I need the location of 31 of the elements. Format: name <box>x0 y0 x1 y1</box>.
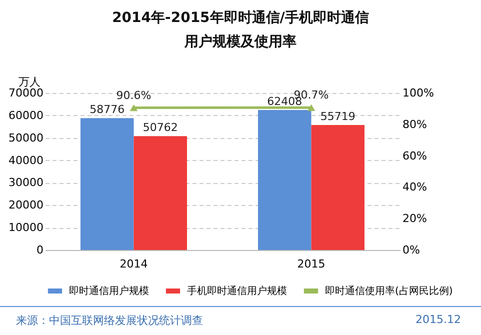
data-label: 55719 <box>320 110 356 124</box>
source-note: 来源：中国互联网络发展状况统计调查 <box>16 313 203 328</box>
y-tick-label: 30000 <box>8 176 44 190</box>
bar <box>134 136 187 250</box>
y-tick-label: 50000 <box>8 131 44 144</box>
y-tick-label: 20000 <box>8 198 44 212</box>
chart-title: 2014年-2015年即时通信/手机即时通信用户规模及使用率 <box>111 9 370 52</box>
x-tick-label: 2015 <box>297 258 326 270</box>
y-tick-label: 70000 <box>8 86 44 100</box>
y2-tick-label: 80% <box>402 118 427 131</box>
data-label: 50762 <box>142 121 178 134</box>
bar <box>311 125 364 250</box>
data-label: 90.6% <box>116 88 152 102</box>
y-tick-label: 0 <box>36 244 44 256</box>
y-tick-label: 60000 <box>8 108 44 122</box>
bar <box>80 118 134 250</box>
y2-tick-label: 0% <box>402 244 420 256</box>
bar <box>258 110 312 250</box>
y-axis-title: 万人 <box>18 76 40 88</box>
x-tick-label: 2014 <box>120 258 148 270</box>
y-tick-label: 10000 <box>8 221 44 234</box>
text: 2015.12 <box>416 313 461 326</box>
y2-tick-label: 40% <box>402 180 427 194</box>
legend-label: 即时通信用户规模 <box>69 285 149 297</box>
y2-tick-label: 20% <box>402 212 427 226</box>
y2-tick-label: 100% <box>402 86 434 100</box>
legend-label: 手机即时通信用户规模 <box>187 285 287 297</box>
y2-tick-label: 60% <box>402 149 427 162</box>
y-tick-label: 40000 <box>8 154 44 167</box>
legend-label: 即时通信使用率(占网民比例) <box>325 285 453 297</box>
data-label: 58776 <box>90 103 125 116</box>
